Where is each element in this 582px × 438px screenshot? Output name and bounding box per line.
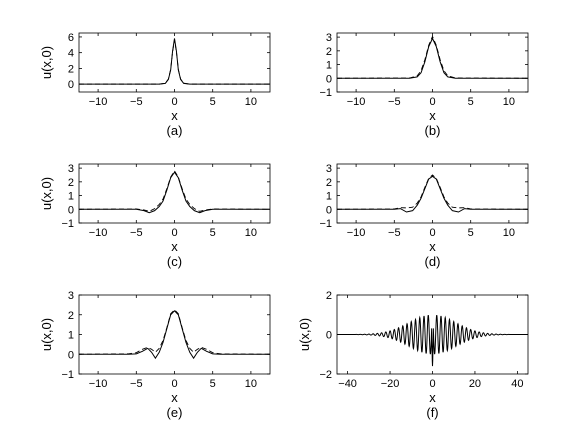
panel-a: −10 −5 0 5 10 0 2 4 6 x(a) u(x,0): [39, 32, 271, 138]
y-tick-label: 2: [326, 290, 332, 302]
x-tick-label: 0: [429, 227, 435, 239]
y-tick-label: 2: [326, 46, 332, 58]
series-line-solid: [79, 38, 270, 85]
x-tick-label: 10: [245, 96, 257, 108]
y-tick-label: 1: [68, 191, 74, 203]
x-tick-label: 5: [468, 96, 474, 108]
y-tick-label: 4: [68, 48, 74, 60]
x-axis-label: x: [429, 390, 436, 405]
y-tick-label: −1: [61, 218, 74, 230]
x-tick-label: −10: [347, 96, 366, 108]
x-tick-label: 20: [469, 378, 481, 390]
y-tick-label: 2: [326, 177, 332, 189]
y-tick-label: −1: [319, 87, 332, 99]
x-tick-label: −10: [89, 227, 108, 239]
series-line-dashed: [79, 40, 270, 85]
y-tick-label: 3: [326, 163, 332, 175]
y-axis-label: u(x,0): [39, 177, 54, 210]
y-tick-label: 2: [68, 63, 74, 75]
x-tick-label: 0: [171, 378, 177, 390]
y-axis-label: u(x,0): [39, 46, 54, 79]
panel-caption: (c): [167, 254, 182, 269]
y-tick-label: 0: [326, 204, 332, 216]
series-line-dashed: [79, 309, 270, 355]
plot-frame: [336, 32, 529, 93]
x-tick-label: 5: [210, 227, 216, 239]
y-tick-label: 2: [68, 177, 74, 189]
y-axis-label: u(x,0): [297, 318, 312, 351]
x-axis-label: x: [429, 108, 436, 123]
x-tick-label: −10: [347, 227, 366, 239]
y-tick-label: 6: [68, 32, 74, 44]
y-tick-label: 3: [326, 32, 332, 44]
y-tick-label: 0: [68, 349, 74, 361]
series-line-solid: [337, 175, 528, 213]
series-line-solid: [79, 171, 270, 214]
y-tick-label: 1: [326, 60, 332, 72]
x-tick-label: 5: [468, 227, 474, 239]
y-tick-label: −1: [319, 218, 332, 230]
y-tick-label: 0: [326, 73, 332, 85]
x-axis-label: x: [171, 390, 178, 405]
panel-caption: (f): [426, 405, 438, 420]
x-tick-label: −5: [130, 378, 143, 390]
y-tick-label: 1: [68, 330, 74, 342]
panel-caption: (b): [425, 123, 441, 138]
series-line-dashed: [337, 35, 528, 79]
x-tick-label: 40: [511, 378, 523, 390]
x-tick-label: 10: [245, 227, 257, 239]
plot-frame: [78, 294, 271, 375]
panel-caption: (d): [425, 254, 441, 269]
x-axis-label: x: [429, 239, 436, 254]
y-tick-label: 0: [68, 204, 74, 216]
x-tick-label: 5: [210, 378, 216, 390]
x-tick-label: −20: [381, 378, 400, 390]
x-tick-label: 0: [429, 378, 435, 390]
x-tick-label: 10: [503, 227, 515, 239]
panel-caption: (e): [167, 405, 183, 420]
x-axis-label: x: [171, 239, 178, 254]
x-tick-label: −5: [130, 227, 143, 239]
plot-frame: [78, 163, 271, 224]
y-axis-label: u(x,0): [39, 318, 54, 351]
x-tick-label: 0: [171, 227, 177, 239]
x-tick-label: −5: [388, 227, 401, 239]
y-tick-label: −1: [61, 369, 74, 381]
series-line-solid: [337, 314, 528, 367]
series-line-solid: [337, 37, 528, 79]
x-tick-label: −5: [388, 96, 401, 108]
x-tick-label: −10: [89, 378, 108, 390]
x-tick-label: 10: [245, 378, 257, 390]
y-tick-label: 2: [68, 310, 74, 322]
x-tick-label: −5: [130, 96, 143, 108]
series-line-solid: [79, 310, 270, 360]
y-tick-label: 0: [326, 330, 332, 342]
x-tick-label: 0: [429, 96, 435, 108]
y-tick-label: 3: [68, 163, 74, 175]
y-tick-label: 3: [68, 290, 74, 302]
x-tick-label: 10: [503, 96, 515, 108]
x-tick-label: −10: [89, 96, 108, 108]
panel-caption: (a): [167, 123, 183, 138]
x-tick-label: −40: [338, 378, 357, 390]
x-tick-label: 0: [171, 96, 177, 108]
y-tick-label: 0: [68, 79, 74, 91]
series-line-dashed: [337, 174, 528, 210]
series-line-dashed: [79, 170, 270, 212]
plot-frame: [336, 163, 529, 224]
y-tick-label: −2: [319, 369, 332, 381]
x-tick-label: 5: [210, 96, 216, 108]
y-tick-label: 1: [326, 191, 332, 203]
x-axis-label: x: [171, 108, 178, 123]
